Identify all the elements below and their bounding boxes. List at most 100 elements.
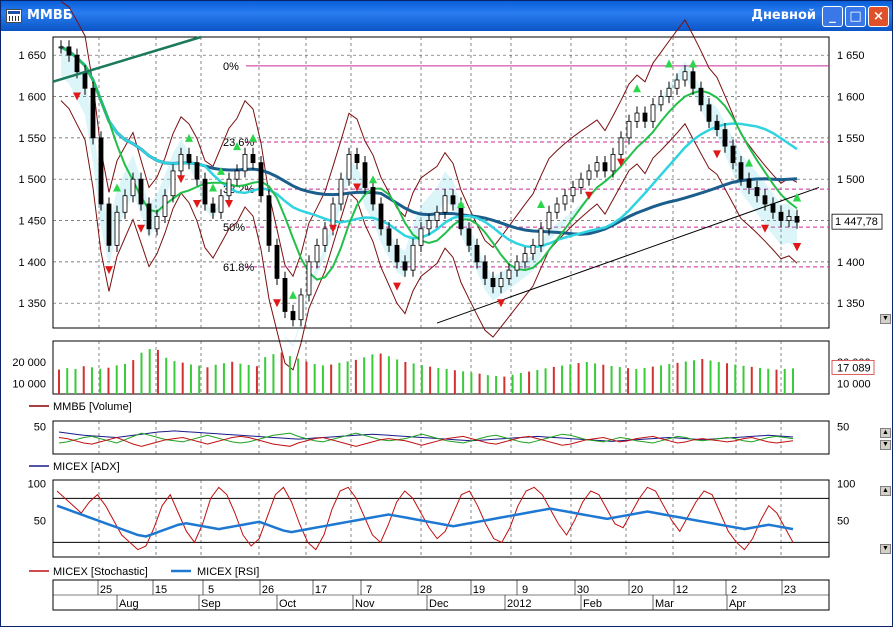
volume-bar	[148, 349, 151, 394]
candle-body	[578, 178, 584, 188]
volume-bar	[511, 374, 514, 394]
volume-bar	[569, 364, 572, 394]
volume-bar	[478, 373, 481, 394]
sell-marker-icon	[73, 92, 81, 101]
candle-body	[642, 112, 648, 122]
candle-body	[754, 187, 760, 197]
volume-bar	[470, 372, 473, 394]
candle-body	[138, 178, 144, 205]
volume-legend-label: ММВБ [Volume]	[53, 401, 132, 413]
volume-bar	[371, 354, 374, 394]
day-tick-label: 19	[473, 584, 485, 596]
buy-marker-icon	[537, 199, 545, 208]
adx-scroll-down-icon[interactable]: ▼	[880, 440, 891, 450]
candle-body	[282, 277, 288, 312]
adx-legend-label: MICEX [ADX]	[53, 461, 120, 473]
candle-body	[730, 145, 736, 164]
volume-bar	[90, 367, 93, 394]
candle-body	[218, 195, 224, 213]
candle-body	[522, 253, 528, 263]
candle-body	[258, 162, 264, 197]
price-right-tick: 1 650	[837, 50, 865, 62]
candle-body	[194, 162, 200, 180]
adx-scroll-up-icon[interactable]: ▲	[880, 428, 891, 438]
minimize-button[interactable]: _	[822, 6, 843, 27]
month-tick-label: Oct	[279, 598, 296, 610]
volume-bar	[643, 367, 646, 394]
volume-bar	[330, 364, 333, 394]
last-volume-box	[831, 359, 875, 375]
volume-bar	[759, 367, 762, 394]
adx-right-tick: 50	[837, 422, 849, 434]
volume-bar	[115, 365, 118, 394]
candle-body	[402, 261, 408, 271]
volume-bar	[536, 370, 539, 394]
volume-right-tick: 10 000	[837, 378, 871, 390]
candle-body	[226, 178, 232, 197]
volume-bar	[222, 363, 225, 394]
close-button[interactable]: ×	[868, 6, 889, 27]
candle-body	[618, 137, 624, 155]
volume-bar	[74, 368, 77, 394]
price-left-tick: 1 600	[18, 92, 46, 104]
volume-bar	[404, 361, 407, 394]
volume-bar	[767, 368, 770, 394]
price-left-tick: 1 450	[18, 216, 46, 228]
candle-body	[162, 195, 168, 217]
volume-bar	[429, 366, 432, 394]
volume-bar	[792, 368, 794, 394]
day-tick-label: 30	[577, 584, 589, 596]
candle-body	[178, 153, 184, 172]
period-label: Дневной	[751, 8, 816, 23]
buy-marker-icon	[217, 166, 225, 175]
price-scroll-down-icon[interactable]: ▼	[880, 314, 891, 324]
volume-bar	[486, 375, 489, 394]
last-price-box	[831, 213, 883, 230]
volume-bar	[544, 368, 547, 394]
volume-bar	[734, 364, 737, 394]
month-tick-label: 2012	[507, 598, 531, 610]
sell-marker-icon	[393, 282, 401, 291]
adx-series-line-2	[58, 435, 794, 447]
fan-line	[52, 35, 202, 83]
candle-body	[682, 71, 688, 81]
candle-body	[610, 153, 616, 172]
price-panel-frame	[52, 36, 830, 329]
volume-bar	[165, 357, 168, 394]
volume-bar	[387, 356, 390, 394]
osc-scroll-down-icon[interactable]: ▼	[880, 544, 891, 554]
volume-bar	[231, 361, 234, 394]
buy-marker-icon	[209, 183, 217, 192]
candle-body	[786, 215, 792, 221]
volume-bar	[58, 369, 60, 394]
volume-bar	[701, 359, 704, 394]
volume-bar	[750, 366, 753, 394]
candle-body	[658, 96, 664, 106]
volume-bar	[585, 361, 588, 394]
candle-body	[626, 120, 632, 139]
title-bar[interactable]: ММВБ Дневной _ □ ×	[1, 1, 892, 31]
buy-marker-icon	[665, 59, 673, 68]
volume-bar	[99, 368, 102, 394]
sell-marker-icon	[497, 299, 505, 308]
osc-scroll-up-icon[interactable]: ▲	[880, 486, 891, 496]
maximize-button[interactable]: □	[845, 6, 866, 27]
candle-body	[58, 46, 64, 49]
candle-body	[746, 178, 752, 188]
volume-bar	[495, 375, 498, 394]
candle-body	[154, 215, 160, 230]
app-icon	[6, 9, 22, 23]
volume-bar	[305, 361, 308, 394]
volume-bar	[189, 364, 192, 394]
day-tick-label: 23	[784, 584, 796, 596]
candle-body	[210, 203, 216, 213]
candle-body	[250, 153, 256, 164]
candle-body	[306, 261, 312, 296]
day-tick-label: 9	[522, 584, 528, 596]
adx-series-line-1	[58, 432, 794, 444]
candle-body	[562, 195, 568, 205]
volume-bar	[140, 352, 143, 394]
volume-bar	[668, 364, 671, 394]
volume-bar	[255, 366, 258, 394]
